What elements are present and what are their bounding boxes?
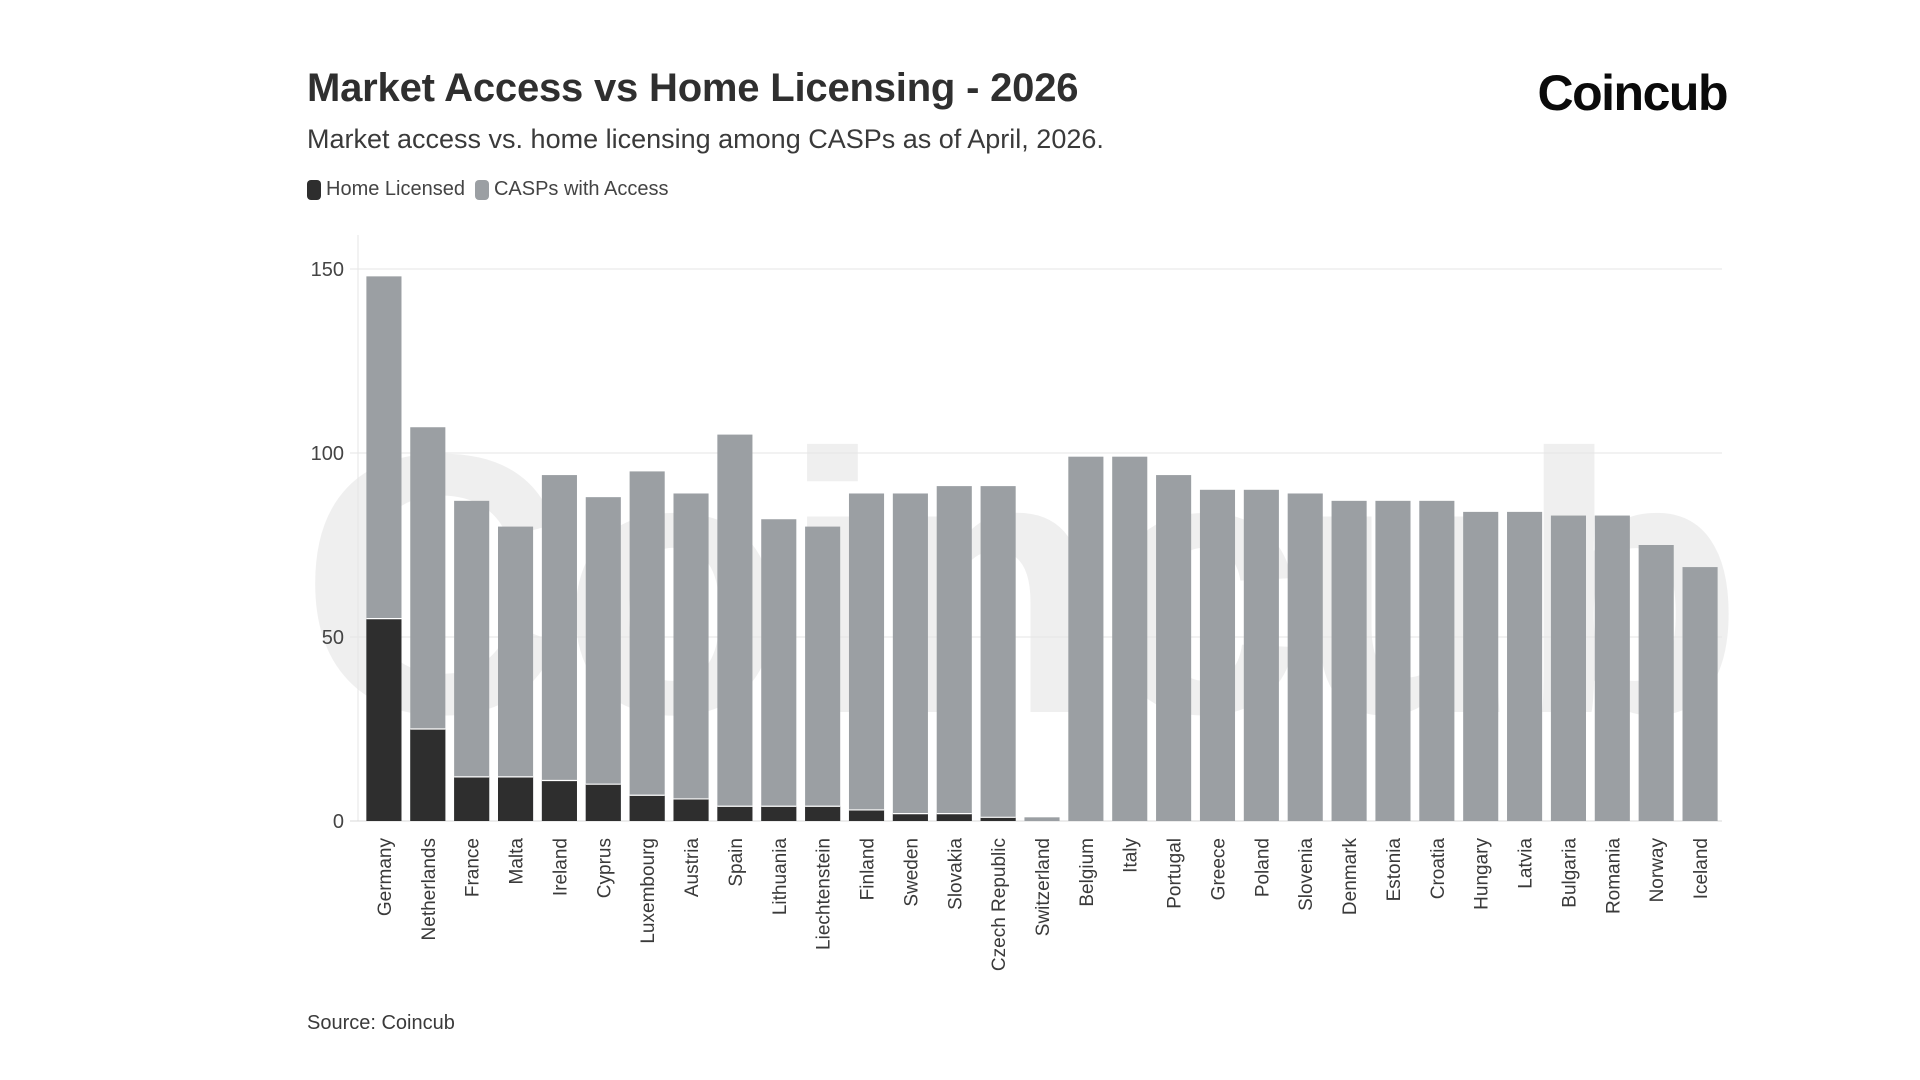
bar-home-licensed-malta (498, 776, 534, 821)
source-note: Source: Coincub (307, 1012, 455, 1034)
bar-access-bulgaria (1550, 515, 1586, 821)
bar-home-licensed-spain (717, 806, 753, 821)
bar-home-licensed-liechtenstein (805, 806, 841, 821)
bar-home-licensed-slovakia (936, 813, 972, 821)
x-tick-label-denmark: Denmark (1340, 838, 1361, 916)
bar-access-luxembourg (629, 471, 665, 821)
bar-home-licensed-austria (673, 798, 709, 821)
y-tick-label: 100 (311, 443, 344, 465)
x-tick-label-netherlands: Netherlands (419, 838, 440, 940)
y-tick-label: 150 (311, 259, 344, 281)
bar-access-liechtenstein (805, 526, 841, 821)
bar-access-czech-republic (980, 486, 1016, 821)
x-tick-label-slovenia: Slovenia (1296, 838, 1317, 911)
x-tick-label-greece: Greece (1208, 838, 1229, 900)
bar-access-estonia (1375, 500, 1411, 821)
brand-logo: Coincub (1537, 65, 1729, 121)
legend-swatch-casps-with-access (474, 179, 489, 200)
x-tick-label-liechtenstein: Liechtenstein (814, 838, 835, 950)
bar-access-iceland (1682, 567, 1718, 821)
x-tick-label-belgium: Belgium (1077, 838, 1098, 907)
bar-access-finland (848, 493, 885, 821)
bar-access-switzerland (1024, 817, 1060, 821)
x-tick-label-switzerland: Switzerland (1033, 838, 1054, 936)
x-tick-label-sweden: Sweden (901, 838, 922, 907)
bar-access-greece (1199, 489, 1236, 821)
chart-title: Market Access vs Home Licensing - 2026 (307, 66, 1079, 110)
x-tick-label-portugal: Portugal (1165, 838, 1186, 909)
x-tick-label-poland: Poland (1252, 838, 1273, 897)
x-tick-label-czech-republic: Czech Republic (989, 838, 1010, 971)
bar-home-licensed-france (454, 776, 490, 821)
chart-subtitle: Market access vs. home licensing among C… (307, 124, 1104, 154)
x-tick-label-ireland: Ireland (550, 838, 571, 896)
x-tick-label-malta: Malta (507, 838, 528, 885)
bar-access-portugal (1156, 475, 1192, 821)
x-tick-label-romania: Romania (1603, 838, 1624, 914)
legend-swatch-home-licensed (307, 179, 321, 200)
bar-home-licensed-luxembourg (629, 795, 665, 821)
x-tick-label-croatia: Croatia (1428, 838, 1449, 900)
bar-access-poland (1243, 489, 1279, 821)
legend-item-home-licensed: Home Licensed (307, 178, 465, 201)
legend-label-casps-with-access: CASPs with Access (493, 178, 669, 200)
bar-access-belgium (1068, 456, 1104, 821)
bar-access-sweden (892, 493, 928, 821)
bar-access-norway (1638, 545, 1674, 821)
x-tick-label-estonia: Estonia (1384, 838, 1405, 902)
bar-home-licensed-ireland (541, 780, 577, 821)
bar-access-slovakia (936, 486, 972, 821)
x-tick-label-germany: Germany (375, 838, 396, 917)
y-tick-label: 0 (333, 811, 344, 833)
y-tick-label: 50 (322, 627, 344, 649)
x-tick-label-italy: Italy (1121, 838, 1142, 873)
x-tick-label-latvia: Latvia (1516, 838, 1537, 889)
legend: Home Licensed CASPs with Access (307, 178, 678, 201)
bar-access-latvia (1507, 511, 1543, 821)
bar-access-slovenia (1287, 493, 1323, 821)
x-tick-label-bulgaria: Bulgaria (1559, 838, 1580, 908)
x-tick-label-france: France (463, 838, 484, 897)
bar-home-licensed-sweden (892, 813, 928, 821)
legend-item-casps-with-access: CASPs with Access (474, 178, 669, 201)
legend-label-home-licensed: Home Licensed (326, 178, 465, 200)
bar-access-romania (1594, 515, 1630, 821)
bar-access-croatia (1419, 500, 1455, 821)
bar-home-licensed-germany (366, 618, 402, 821)
bar-home-licensed-netherlands (410, 729, 446, 821)
x-tick-label-finland: Finland (858, 838, 879, 900)
x-tick-label-cyprus: Cyprus (594, 838, 615, 898)
bar-access-denmark (1331, 500, 1367, 821)
x-tick-label-luxembourg: Luxembourg (638, 838, 659, 944)
bar-access-italy (1112, 456, 1148, 821)
bar-access-hungary (1463, 511, 1499, 821)
bar-home-licensed-cyprus (585, 784, 621, 821)
x-tick-label-lithuania: Lithuania (770, 838, 791, 916)
bar-access-malta (498, 526, 534, 821)
x-tick-label-slovakia: Slovakia (945, 838, 966, 910)
bar-access-ireland (541, 475, 577, 821)
bar-access-austria (673, 493, 709, 821)
x-tick-label-spain: Spain (726, 838, 747, 887)
bar-access-france (454, 500, 490, 821)
x-tick-label-norway: Norway (1647, 838, 1668, 903)
bar-access-lithuania (761, 519, 797, 821)
bar-access-spain (717, 434, 753, 821)
bar-home-licensed-czech-republic (980, 817, 1016, 821)
bar-access-cyprus (585, 497, 621, 821)
x-tick-label-austria: Austria (682, 838, 703, 898)
bar-home-licensed-finland (848, 809, 885, 821)
x-tick-label-hungary: Hungary (1472, 838, 1493, 910)
bar-home-licensed-lithuania (761, 806, 797, 821)
x-tick-label-iceland: Iceland (1691, 838, 1712, 899)
